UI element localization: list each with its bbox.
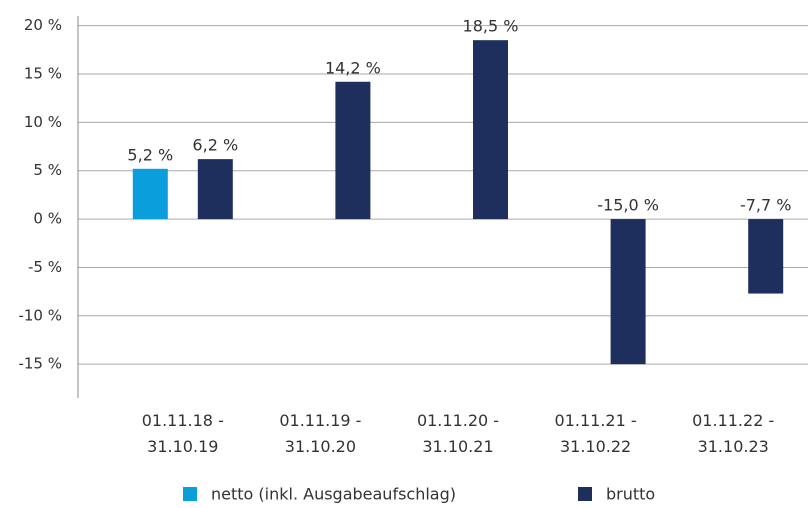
y-tick-label: 20 % — [24, 16, 62, 34]
x-tick-label: 01.11.22 - 31.10.23 — [692, 411, 775, 456]
x-tick-label: 01.11.19 - 31.10.20 — [279, 411, 362, 456]
legend-swatch — [578, 487, 592, 501]
x-tick-label: 01.11.21 - 31.10.22 — [554, 411, 637, 456]
y-tick-label: 0 % — [33, 210, 62, 228]
y-tick-label: -15 % — [18, 355, 62, 373]
value-label: 14,2 % — [325, 58, 381, 77]
y-tick-label: 5 % — [33, 161, 62, 179]
y-tick-label: 15 % — [24, 65, 62, 83]
legend-label: netto (inkl. Ausgabeaufschlag) — [211, 485, 456, 504]
value-label: -7,7 % — [740, 196, 792, 215]
y-tick-label: -5 % — [28, 258, 62, 276]
bar — [473, 40, 508, 220]
x-tick-label: 01.11.18 - 31.10.19 — [141, 411, 224, 456]
bar — [748, 219, 784, 294]
y-tick-label: 10 % — [24, 113, 62, 131]
value-label: 18,5 % — [463, 17, 519, 36]
value-label: 6,2 % — [192, 136, 238, 155]
bar — [610, 219, 646, 365]
bar — [132, 168, 168, 220]
legend-swatch — [183, 487, 197, 501]
x-tick-label: 01.11.20 - 31.10.21 — [416, 411, 500, 456]
y-tick-label: -10 % — [18, 306, 62, 324]
bar — [197, 159, 233, 220]
value-label: -15,0 % — [597, 196, 659, 215]
value-label: 5,2 % — [127, 145, 173, 164]
bar — [335, 81, 371, 220]
legend-label: brutto — [606, 485, 655, 504]
